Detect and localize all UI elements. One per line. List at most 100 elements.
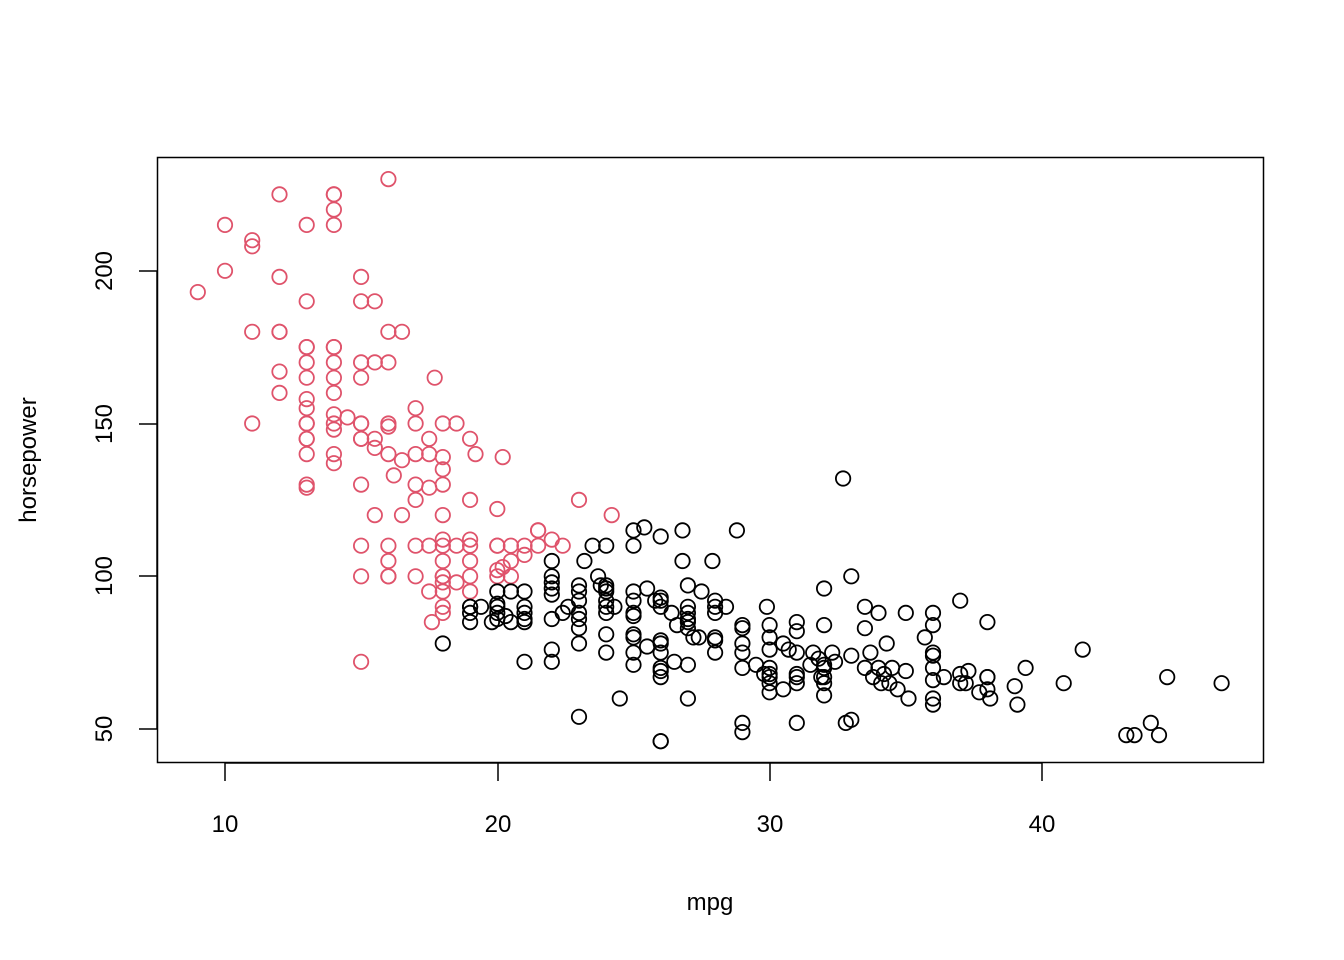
- x-tick-label: 20: [485, 811, 512, 838]
- data-point: [543, 568, 560, 585]
- data-point: [693, 583, 710, 600]
- data-point: [935, 668, 953, 686]
- data-point: [897, 604, 914, 622]
- data-point: [380, 568, 397, 585]
- data-point: [603, 506, 620, 524]
- data-point: [734, 723, 751, 741]
- data-point: [788, 613, 805, 631]
- data-point: [407, 568, 424, 585]
- data-point: [380, 418, 397, 435]
- data-point: [881, 675, 898, 692]
- data-point: [244, 232, 261, 249]
- data-point: [889, 681, 906, 698]
- data-point: [598, 598, 615, 615]
- data-point: [843, 568, 860, 585]
- data-point: [862, 644, 879, 661]
- data-point: [352, 268, 370, 285]
- x-tick-label: 30: [757, 811, 784, 838]
- data-point: [734, 635, 751, 652]
- data-point: [625, 656, 642, 673]
- data-point: [576, 552, 593, 570]
- data-point: [434, 461, 451, 478]
- data-point: [325, 338, 342, 356]
- data-point: [271, 384, 288, 401]
- data-point: [788, 623, 805, 640]
- data-point: [924, 647, 942, 664]
- data-point: [426, 369, 443, 386]
- y-tick-label: 150: [91, 404, 118, 444]
- data-point: [952, 665, 969, 683]
- data-point: [434, 635, 451, 652]
- data-point: [758, 598, 776, 615]
- data-point: [339, 409, 356, 426]
- data-point: [298, 216, 315, 233]
- data-point: [960, 662, 977, 680]
- data-point: [625, 644, 642, 661]
- data-point: [685, 629, 702, 646]
- data-point: [598, 644, 615, 661]
- data-point: [788, 644, 805, 661]
- x-axis-title: mpg: [687, 889, 734, 916]
- data-point: [870, 604, 887, 622]
- data-point: [570, 583, 588, 600]
- data-point: [611, 690, 628, 707]
- data-point: [543, 580, 560, 597]
- data-point: [271, 268, 288, 285]
- data-point: [407, 491, 424, 508]
- data-point: [461, 613, 479, 631]
- x-tick-label: 10: [212, 811, 239, 838]
- data-point: [728, 522, 746, 539]
- data-point: [652, 662, 669, 680]
- data-point: [788, 668, 805, 686]
- data-point: [325, 455, 342, 472]
- data-point: [325, 445, 342, 463]
- data-point: [434, 531, 451, 548]
- data-point: [298, 338, 315, 356]
- data-point: [189, 283, 206, 301]
- data-point: [598, 537, 615, 554]
- data-point: [957, 675, 974, 692]
- data-point: [815, 616, 833, 634]
- data-point: [271, 323, 288, 340]
- data-point: [674, 552, 691, 570]
- data-point: [952, 675, 969, 692]
- data-point: [366, 293, 383, 310]
- data-point: [516, 653, 533, 670]
- data-point: [679, 656, 697, 673]
- data-point: [570, 708, 588, 725]
- data-point: [298, 479, 315, 496]
- data-point: [366, 506, 383, 524]
- data-point: [606, 598, 623, 615]
- data-point: [625, 537, 642, 554]
- data-point: [494, 558, 511, 576]
- data-point: [461, 430, 479, 447]
- data-point: [652, 528, 669, 545]
- data-point: [856, 598, 874, 615]
- data-point: [529, 537, 547, 554]
- data-point: [570, 491, 588, 508]
- data-point: [690, 629, 707, 646]
- data-point: [704, 552, 721, 570]
- data-point: [1118, 726, 1135, 744]
- data-point: [271, 363, 288, 380]
- data-point: [366, 430, 383, 447]
- data-point: [570, 635, 588, 652]
- y-axis-title: horsepower: [15, 397, 42, 522]
- data-point: [1150, 726, 1168, 744]
- data-point: [352, 568, 370, 585]
- data-point: [1017, 659, 1034, 677]
- data-point: [924, 671, 942, 689]
- data-point: [897, 662, 914, 680]
- data-point: [352, 415, 370, 432]
- data-point: [434, 448, 451, 466]
- data-point: [1126, 726, 1143, 744]
- data-point: [325, 421, 342, 438]
- data-point: [734, 714, 751, 732]
- data-point: [393, 323, 411, 340]
- data-point: [924, 616, 942, 634]
- data-point: [924, 659, 942, 677]
- data-point: [244, 415, 261, 432]
- data-point: [788, 714, 805, 732]
- data-point: [761, 675, 778, 692]
- data-point: [298, 354, 315, 371]
